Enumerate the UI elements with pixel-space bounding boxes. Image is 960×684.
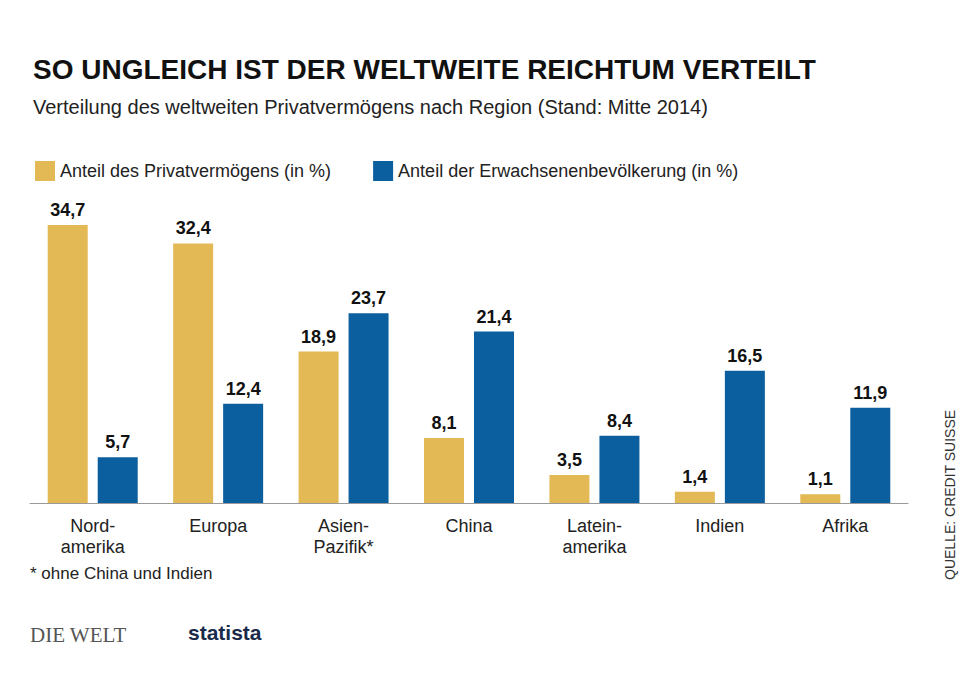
svg-text:amerika: amerika — [61, 537, 126, 557]
svg-text:Asien-: Asien- — [318, 516, 369, 536]
svg-text:SO UNGLEICH IST DER WELTWEITE: SO UNGLEICH IST DER WELTWEITE REICHTUM V… — [33, 54, 816, 85]
svg-text:Europa: Europa — [189, 516, 248, 536]
svg-text:Nord-: Nord- — [70, 516, 115, 536]
svg-text:8,1: 8,1 — [431, 413, 456, 433]
svg-text:1,1: 1,1 — [808, 469, 833, 489]
svg-text:Afrika: Afrika — [822, 516, 869, 536]
svg-text:11,9: 11,9 — [853, 383, 887, 403]
svg-text:8,4: 8,4 — [607, 411, 632, 431]
svg-text:amerika: amerika — [562, 537, 627, 557]
svg-text:China: China — [445, 516, 493, 536]
svg-text:* ohne China und Indien: * ohne China und Indien — [30, 564, 212, 583]
svg-text:Verteilung des weltweiten Priv: Verteilung des weltweiten Privatvermögen… — [33, 96, 708, 118]
svg-text:16,5: 16,5 — [727, 346, 762, 366]
svg-text:Anteil des Privatvermögens (in: Anteil des Privatvermögens (in %) — [60, 161, 331, 181]
svg-text:18,9: 18,9 — [301, 327, 336, 347]
svg-text:5,7: 5,7 — [105, 432, 130, 452]
svg-text:Anteil der Erwachsenenbevölker: Anteil der Erwachsenenbevölkerung (in %) — [398, 161, 738, 181]
svg-text:Indien: Indien — [695, 516, 744, 536]
svg-text:Pazifik*: Pazifik* — [314, 537, 374, 557]
svg-text:32,4: 32,4 — [176, 218, 211, 238]
svg-text:3,5: 3,5 — [557, 450, 582, 470]
svg-text:QUELLE: CREDIT SUISSE: QUELLE: CREDIT SUISSE — [942, 410, 958, 580]
svg-text:DIE WELT: DIE WELT — [30, 623, 126, 647]
svg-text:34,7: 34,7 — [50, 200, 85, 220]
svg-text:12,4: 12,4 — [226, 379, 261, 399]
svg-text:statista: statista — [188, 621, 262, 644]
svg-text:1,4: 1,4 — [682, 467, 707, 487]
svg-text:21,4: 21,4 — [476, 307, 511, 327]
svg-text:23,7: 23,7 — [351, 288, 386, 308]
svg-text:Latein-: Latein- — [567, 516, 622, 536]
